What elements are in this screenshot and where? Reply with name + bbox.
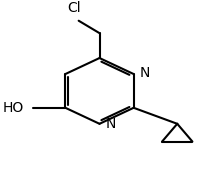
Text: N: N bbox=[139, 66, 150, 80]
Text: Cl: Cl bbox=[67, 1, 81, 15]
Text: HO: HO bbox=[2, 101, 24, 115]
Text: N: N bbox=[105, 117, 116, 131]
